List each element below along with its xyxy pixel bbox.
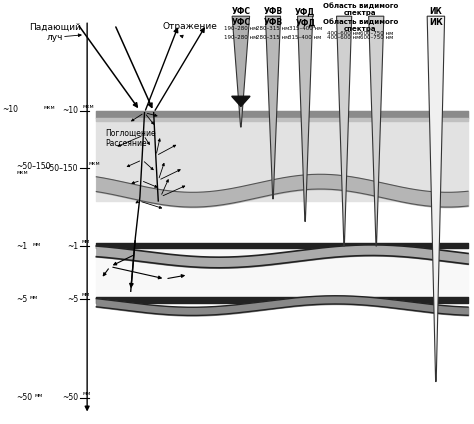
Text: Область видимого
спектра: Область видимого спектра <box>322 2 398 16</box>
Text: ~50–150: ~50–150 <box>44 164 78 173</box>
Text: ~1: ~1 <box>16 242 27 251</box>
Text: ИК: ИК <box>429 18 443 27</box>
Text: 400–600 нм: 400–600 нм <box>328 35 361 40</box>
Text: мм: мм <box>81 239 90 244</box>
Text: ~50: ~50 <box>16 393 32 402</box>
Polygon shape <box>232 96 250 106</box>
Text: мкм: мкм <box>16 170 27 175</box>
Polygon shape <box>427 16 445 382</box>
Text: УФД: УФД <box>296 18 316 27</box>
Text: ~5: ~5 <box>67 295 78 304</box>
Text: УФС: УФС <box>231 18 250 27</box>
Text: Поглощение
Рассеяние: Поглощение Рассеяние <box>106 129 156 148</box>
Text: ~5: ~5 <box>16 295 27 304</box>
Text: мкм: мкм <box>82 103 94 109</box>
Text: 190–280 нм: 190–280 нм <box>224 35 257 40</box>
Text: мм: мм <box>30 295 38 300</box>
Text: ~50: ~50 <box>62 393 78 402</box>
Text: ~1: ~1 <box>67 242 78 251</box>
Text: мкм: мкм <box>88 161 100 166</box>
Text: 280–315 нм: 280–315 нм <box>256 35 290 40</box>
Text: ИК: ИК <box>429 7 442 16</box>
Text: Область видимого
спектра: Область видимого спектра <box>322 18 398 32</box>
Text: Падающий
луч: Падающий луч <box>29 22 81 42</box>
Text: УФВ: УФВ <box>264 18 283 27</box>
Text: мм: мм <box>81 293 90 297</box>
Text: УФД: УФД <box>295 7 315 16</box>
Text: УФВ: УФВ <box>264 7 283 16</box>
Polygon shape <box>337 16 352 246</box>
Polygon shape <box>369 16 384 246</box>
Text: мм: мм <box>82 391 91 396</box>
Polygon shape <box>265 16 281 199</box>
Text: 600–750 нм: 600–750 нм <box>360 35 393 40</box>
Polygon shape <box>232 16 250 127</box>
Text: 600–750 нм: 600–750 нм <box>360 31 393 36</box>
Text: ~50–150: ~50–150 <box>16 162 51 170</box>
Text: 400–600 нм: 400–600 нм <box>328 31 361 36</box>
Text: 315–400 нм: 315–400 нм <box>290 26 323 31</box>
Text: ~10: ~10 <box>2 105 18 114</box>
Text: 280–315 нм: 280–315 нм <box>256 26 290 31</box>
Text: мм: мм <box>35 393 43 399</box>
Text: мкм: мкм <box>44 105 55 110</box>
Text: мм: мм <box>32 242 40 246</box>
Polygon shape <box>298 16 313 221</box>
Text: 190–280 нм: 190–280 нм <box>224 26 257 31</box>
Text: ~10: ~10 <box>62 106 78 115</box>
Text: Отражение: Отражение <box>163 22 218 31</box>
Text: УФС: УФС <box>231 7 250 16</box>
Text: 315–400 нм: 315–400 нм <box>289 35 322 40</box>
